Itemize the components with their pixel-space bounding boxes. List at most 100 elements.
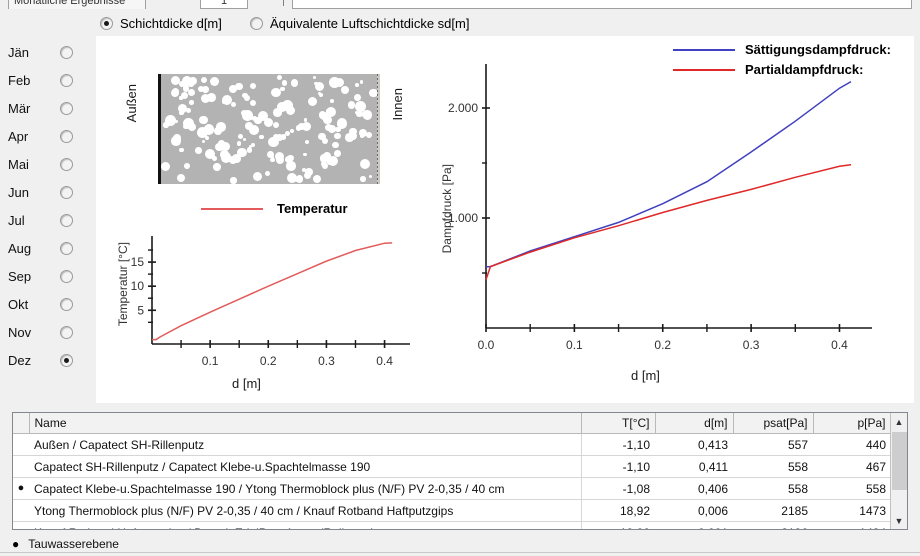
month-item-mai[interactable]: Mai bbox=[0, 150, 96, 178]
pore-dot bbox=[179, 147, 184, 152]
month-label: Jul bbox=[8, 212, 25, 228]
pore-dot bbox=[276, 101, 287, 112]
svg-text:0.0: 0.0 bbox=[478, 338, 495, 352]
pore-dot bbox=[303, 152, 307, 157]
pore-dot bbox=[187, 123, 196, 132]
pore-dot bbox=[163, 122, 169, 128]
scroll-down-icon[interactable]: ▼ bbox=[891, 512, 907, 529]
radio-aequivalente-luftschichtdicke-indicator[interactable] bbox=[250, 17, 263, 30]
scroll-up-icon[interactable]: ▲ bbox=[891, 413, 907, 430]
month-label: Sep bbox=[8, 268, 32, 284]
month-radio[interactable] bbox=[60, 129, 73, 143]
tab-monatliche-ergebnisse[interactable]: Monatliche Ergebnisse bbox=[8, 0, 146, 9]
pore-dot bbox=[298, 123, 306, 131]
pore-dot bbox=[268, 137, 279, 148]
pore-dot bbox=[179, 81, 185, 88]
month-item-dez[interactable]: Dez bbox=[0, 346, 96, 374]
pore-dot bbox=[204, 149, 215, 160]
svg-text:0.1: 0.1 bbox=[566, 338, 583, 352]
svg-text:10: 10 bbox=[131, 279, 145, 293]
pore-dot bbox=[220, 141, 231, 152]
column-header-temperature[interactable]: T[°C] bbox=[581, 413, 656, 434]
column-header-marker[interactable] bbox=[13, 413, 30, 434]
month-label: Aug bbox=[8, 240, 32, 256]
table-vertical-scrollbar[interactable]: ▲ ▼ bbox=[890, 413, 907, 529]
pore-dot bbox=[279, 86, 285, 92]
row-thickness: 0,406 bbox=[655, 477, 733, 500]
row-marker bbox=[13, 499, 29, 522]
month-radio[interactable] bbox=[60, 213, 73, 227]
pore-dot bbox=[174, 120, 179, 124]
month-item-feb[interactable]: Feb bbox=[0, 66, 96, 94]
pore-dot bbox=[276, 74, 282, 81]
month-radio[interactable] bbox=[60, 73, 73, 87]
pore-dot bbox=[273, 134, 280, 141]
table-row[interactable]: ● Capatect Klebe-u.Spachtelmasse 190 / Y… bbox=[13, 477, 891, 500]
month-radio[interactable] bbox=[60, 241, 73, 255]
outside-label: Außen bbox=[124, 84, 139, 123]
pore-dot bbox=[187, 88, 196, 96]
month-item-jul[interactable]: Jul bbox=[0, 206, 96, 234]
results-table: Name T[°C] d[m] psat[Pa] p[Pa] Außen / C… bbox=[12, 412, 908, 530]
month-radio[interactable] bbox=[60, 185, 73, 199]
month-radio[interactable] bbox=[60, 101, 73, 115]
row-thickness: 0,413 bbox=[655, 433, 733, 456]
month-radio[interactable] bbox=[60, 325, 73, 339]
radio-schichtdicke-indicator[interactable] bbox=[100, 17, 113, 30]
month-item-apr[interactable]: Apr bbox=[0, 122, 96, 150]
month-item-maer[interactable]: Mär bbox=[0, 94, 96, 122]
month-item-sep[interactable]: Sep bbox=[0, 262, 96, 290]
svg-text:2.000: 2.000 bbox=[448, 101, 478, 115]
pore-dot bbox=[328, 124, 337, 133]
pore-dot bbox=[318, 111, 327, 119]
pore-dot bbox=[251, 143, 256, 148]
month-item-nov[interactable]: Nov bbox=[0, 318, 96, 346]
column-header-name[interactable]: Name bbox=[29, 413, 582, 434]
header-field[interactable] bbox=[292, 0, 912, 9]
month-radio[interactable] bbox=[60, 297, 73, 311]
month-radio[interactable] bbox=[60, 157, 73, 171]
pore-dot bbox=[202, 86, 209, 93]
month-index-field[interactable]: 1 bbox=[200, 0, 248, 9]
column-header-p[interactable]: p[Pa] bbox=[813, 413, 891, 434]
pore-dot bbox=[335, 126, 341, 133]
radio-schichtdicke[interactable]: Schichtdicke d[m] bbox=[100, 16, 222, 31]
month-item-okt[interactable]: Okt bbox=[0, 290, 96, 318]
column-header-thickness[interactable]: d[m] bbox=[655, 413, 734, 434]
month-item-aug[interactable]: Aug bbox=[0, 234, 96, 262]
row-psat: 558 bbox=[733, 477, 813, 500]
pore-dot bbox=[213, 163, 221, 171]
pore-dot bbox=[290, 78, 299, 87]
scrollbar-thumb[interactable] bbox=[892, 432, 907, 490]
row-p: 467 bbox=[813, 455, 891, 478]
pore-dot bbox=[201, 76, 208, 83]
pore-dot bbox=[331, 141, 339, 149]
pore-dot bbox=[170, 75, 181, 86]
month-item-jaen[interactable]: Jän bbox=[0, 38, 96, 66]
pore-dot bbox=[317, 132, 326, 141]
pore-dot bbox=[188, 76, 197, 85]
pore-dot bbox=[240, 109, 247, 116]
radio-aequivalente-luftschichtdicke[interactable]: Äquivalente Luftschichtdicke sd[m] bbox=[250, 16, 469, 31]
month-selector: Jän Feb Mär Apr Mai Jun Jul Aug Sep Okt … bbox=[0, 38, 96, 400]
table-row[interactable]: Außen / Capatect SH-Rillenputz -1,10 0,4… bbox=[13, 433, 891, 456]
pore-dot bbox=[244, 121, 253, 130]
month-radio[interactable] bbox=[60, 269, 73, 283]
month-radio[interactable] bbox=[60, 353, 73, 367]
pore-dot bbox=[270, 157, 276, 163]
row-psat: 558 bbox=[733, 455, 813, 478]
table-row[interactable]: Knauf Rotband Haftputzgips / Baumit Edel… bbox=[13, 521, 891, 529]
pore-dot bbox=[303, 118, 308, 122]
row-temperature: -1,10 bbox=[581, 433, 655, 456]
row-thickness: 0,006 bbox=[655, 499, 733, 522]
pore-dot bbox=[285, 155, 293, 163]
pore-dot bbox=[205, 135, 210, 141]
column-header-psat[interactable]: psat[Pa] bbox=[733, 413, 814, 434]
table-row[interactable]: Capatect SH-Rillenputz / Capatect Klebe-… bbox=[13, 455, 891, 478]
table-row[interactable]: Ytong Thermoblock plus (N/F) PV 2-0,35 /… bbox=[13, 499, 891, 522]
pore-dot bbox=[230, 177, 237, 184]
pore-dot bbox=[237, 133, 243, 139]
month-item-jun[interactable]: Jun bbox=[0, 178, 96, 206]
month-radio[interactable] bbox=[60, 45, 73, 59]
footer-divider bbox=[0, 552, 920, 553]
